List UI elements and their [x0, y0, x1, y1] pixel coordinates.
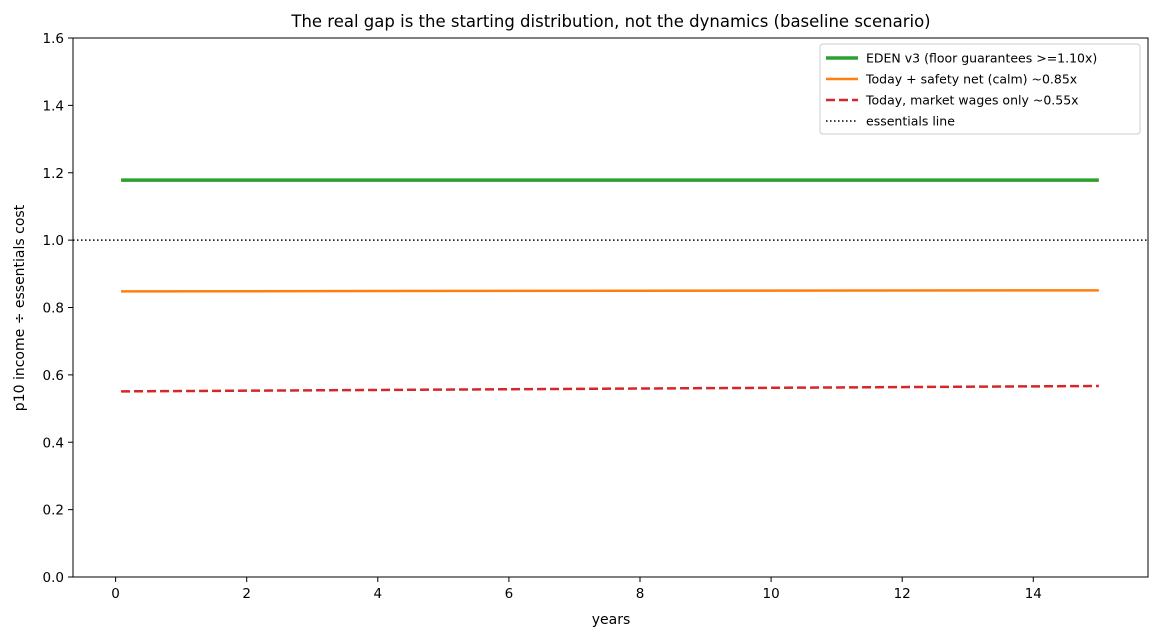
series-line-2 — [121, 384, 1099, 393]
y-tick-label: 1.6 — [43, 31, 64, 47]
x-tick-label: 10 — [763, 586, 780, 602]
y-axis-label: p10 income ÷ essentials cost — [12, 204, 28, 411]
y-tick-label: 0.8 — [43, 301, 64, 317]
legend: EDEN v3 (floor guarantees >=1.10x) Today… — [819, 43, 1141, 135]
y-axis-ticks: 0.0 0.2 0.4 0.6 0.8 1.0 1.2 1.4 1.6 — [43, 31, 73, 586]
x-tick-label: 4 — [374, 586, 383, 602]
x-axis-label: years — [592, 612, 631, 628]
x-tick-label: 2 — [242, 586, 251, 602]
x-tick-label: 0 — [111, 586, 120, 602]
y-tick-label: 0.2 — [43, 503, 64, 519]
legend-label-essentials: essentials line — [866, 114, 955, 129]
y-tick-label: 0.6 — [43, 368, 64, 384]
legend-label-safety-net: Today + safety net (calm) ~0.85x — [865, 72, 1077, 87]
chart-title: The real gap is the starting distributio… — [290, 12, 930, 31]
x-axis-ticks: 0 2 4 6 8 10 12 14 — [111, 577, 1042, 602]
legend-label-market-wages: Today, market wages only ~0.55x — [865, 93, 1079, 108]
legend-label-eden: EDEN v3 (floor guarantees >=1.10x) — [866, 51, 1097, 66]
x-tick-label: 12 — [894, 586, 911, 602]
x-tick-label: 14 — [1025, 586, 1042, 602]
x-tick-label: 6 — [505, 586, 514, 602]
x-tick-label: 8 — [636, 586, 645, 602]
plot-lines — [121, 178, 1099, 393]
legend-box — [819, 43, 1141, 135]
series-line-1 — [121, 289, 1099, 293]
y-tick-label: 1.0 — [43, 233, 64, 249]
y-tick-label: 1.2 — [43, 166, 64, 182]
y-tick-label: 1.4 — [43, 98, 64, 114]
y-tick-label: 0.0 — [43, 570, 64, 586]
y-tick-label: 0.4 — [43, 435, 64, 451]
